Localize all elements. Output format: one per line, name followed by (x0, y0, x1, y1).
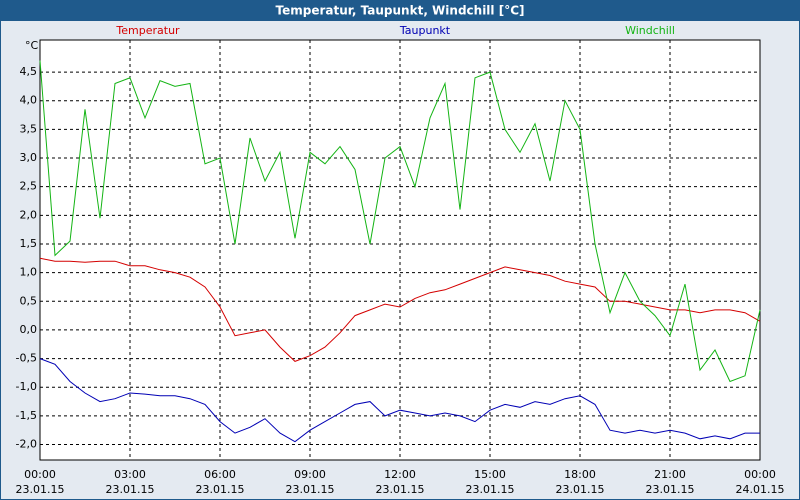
series-line (39, 358, 760, 443)
x-tick-date: 23.01.15 (16, 483, 65, 496)
x-tick-date: 24.01.15 (736, 483, 785, 496)
x-tick-date: 23.01.15 (196, 483, 245, 496)
x-tick-date: 23.01.15 (556, 483, 605, 496)
legend-entry: Windchill (625, 24, 675, 37)
series-line (39, 60, 761, 383)
y-tick-label: 3,5 (20, 122, 38, 135)
x-tick-label: 00:00 (24, 468, 56, 481)
y-tick-label: 1,5 (20, 237, 38, 250)
y-tick-label: -0,5 (16, 352, 37, 365)
x-tick-label: 03:00 (114, 468, 146, 481)
chart-title: Temperatur, Taupunkt, Windchill [°C] (276, 4, 525, 18)
legend-entry: Temperatur (115, 24, 180, 37)
x-tick-label: 18:00 (564, 468, 596, 481)
y-tick-label: -1,0 (16, 380, 37, 393)
x-tick-date: 23.01.15 (106, 483, 155, 496)
y-tick-label: -1,5 (16, 409, 37, 422)
y-tick-label: 4,5 (20, 65, 38, 78)
legend-entry: Taupunkt (399, 24, 451, 37)
y-tick-label: 0,0 (20, 323, 38, 336)
x-tick-label: 15:00 (474, 468, 506, 481)
y-tick-label: -2,0 (16, 438, 37, 451)
series-line (39, 257, 761, 362)
x-tick-label: 21:00 (654, 468, 686, 481)
x-tick-label: 06:00 (204, 468, 236, 481)
title-bar (0, 0, 800, 21)
x-tick-label: 00:00 (744, 468, 776, 481)
x-tick-date: 23.01.15 (286, 483, 335, 496)
x-tick-label: 12:00 (384, 468, 416, 481)
y-tick-label: 0,5 (20, 294, 38, 307)
x-tick-date: 23.01.15 (646, 483, 695, 496)
x-tick-date: 23.01.15 (466, 483, 515, 496)
x-tick-label: 09:00 (294, 468, 326, 481)
y-tick-label: 2,0 (20, 208, 38, 221)
x-tick-date: 23.01.15 (376, 483, 425, 496)
y-tick-label: 3,0 (20, 151, 38, 164)
y-tick-label: 2,5 (20, 180, 38, 193)
y-tick-label: 1,0 (20, 266, 38, 279)
y-tick-label: 4,0 (20, 94, 38, 107)
y-unit: °C (25, 39, 39, 52)
